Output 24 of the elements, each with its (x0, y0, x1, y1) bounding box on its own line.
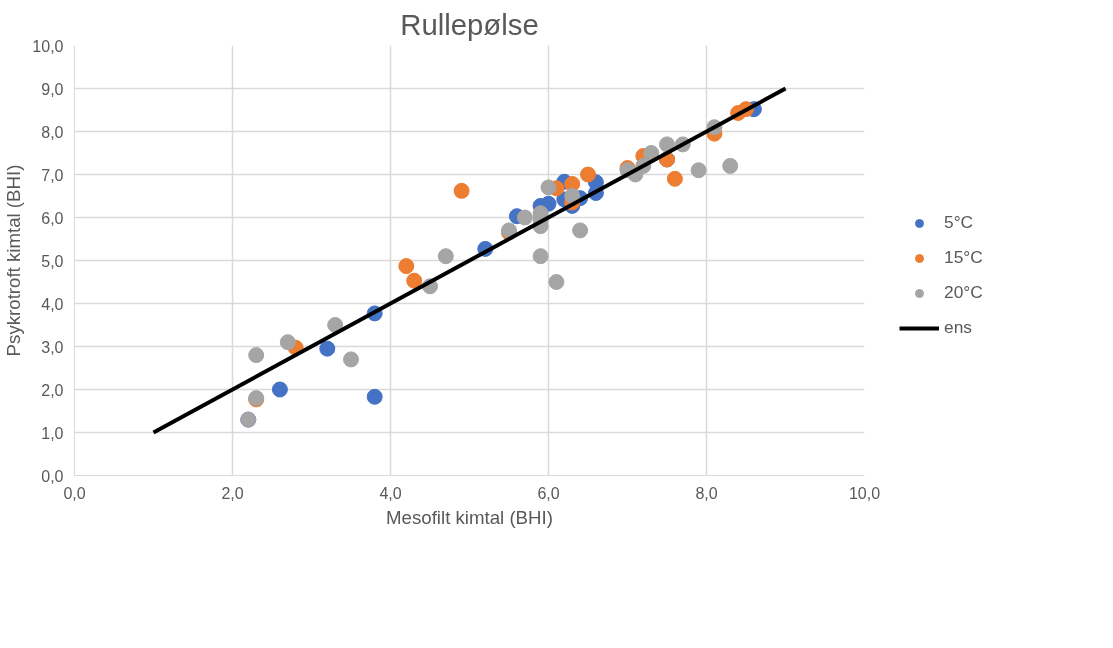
y-tick-label: 6,0 (41, 209, 64, 227)
legend-label: 20°C (944, 282, 983, 303)
y-tick-label: 4,0 (41, 295, 64, 313)
y-tick-label: 5,0 (41, 252, 64, 270)
x-tick-label: 2,0 (221, 484, 244, 502)
y-tick-label: 9,0 (41, 80, 64, 98)
y-axis-title: Psykrotroft kimtal (BHI) (3, 164, 25, 357)
chart-title: Rullepølse (400, 7, 539, 41)
y-tick-label: 0,0 (41, 467, 64, 485)
x-axis-title: Mesofilt kimtal (BHI) (386, 506, 553, 528)
x-tick-label: 6,0 (537, 484, 560, 502)
x-tick-label: 8,0 (695, 484, 718, 502)
legend-label: 15°C (944, 247, 983, 268)
y-tick-label: 8,0 (41, 123, 64, 141)
x-tick-label: 4,0 (379, 484, 402, 502)
y-tick-label: 3,0 (41, 338, 64, 356)
x-tick-label: 0,0 (63, 484, 86, 502)
legend-label: ens (944, 317, 972, 338)
y-tick-label: 2,0 (41, 381, 64, 399)
x-tick-label: 10,0 (848, 484, 881, 502)
y-tick-label: 7,0 (41, 166, 64, 184)
legend-label: 5°C (944, 212, 974, 233)
y-tick-label: 1,0 (41, 424, 64, 442)
y-tick-label: 10,0 (32, 37, 64, 55)
